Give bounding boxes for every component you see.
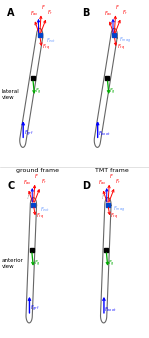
Text: $F_r$: $F_r$	[115, 177, 122, 186]
Text: lateral
view: lateral view	[1, 89, 19, 100]
Text: TMT frame: TMT frame	[95, 168, 129, 173]
Polygon shape	[26, 198, 37, 323]
Text: ground frame: ground frame	[16, 168, 59, 173]
Text: $F_{ax}$: $F_{ax}$	[98, 178, 107, 187]
Text: $F_{mag}$: $F_{mag}$	[113, 205, 125, 215]
Text: $F_{tq}$: $F_{tq}$	[110, 212, 118, 222]
Text: $F_{tq}$: $F_{tq}$	[36, 212, 44, 222]
Text: B: B	[82, 8, 89, 19]
Text: $F_{ax}$: $F_{ax}$	[30, 9, 38, 18]
Polygon shape	[20, 28, 43, 147]
Text: C: C	[7, 181, 15, 191]
Text: $F_{mag}$: $F_{mag}$	[119, 35, 132, 46]
Text: A: A	[7, 8, 15, 19]
Text: $F_{grf}$: $F_{grf}$	[30, 304, 40, 314]
Polygon shape	[101, 198, 111, 323]
Text: $F_{tq}$: $F_{tq}$	[42, 43, 50, 53]
Text: $F_g$: $F_g$	[34, 259, 41, 269]
Text: $F_{tq}$: $F_{tq}$	[117, 43, 125, 53]
Text: $F$: $F$	[34, 172, 39, 180]
Text: $F_r$: $F_r$	[122, 8, 128, 17]
Text: $F$: $F$	[41, 3, 45, 11]
Text: $F_{boot}$: $F_{boot}$	[98, 129, 111, 138]
Text: $F_{boot}$: $F_{boot}$	[104, 305, 117, 314]
Text: anterior
view: anterior view	[1, 258, 23, 269]
Text: $F_{ax}$: $F_{ax}$	[104, 9, 113, 18]
Text: $F_g$: $F_g$	[108, 259, 115, 269]
Text: $F_r$: $F_r$	[41, 177, 47, 186]
Text: $F_{ext}$: $F_{ext}$	[46, 36, 57, 45]
Text: $F$: $F$	[115, 3, 120, 11]
Text: $F_g$: $F_g$	[109, 87, 116, 97]
Text: $F_{grf}$: $F_{grf}$	[24, 128, 34, 139]
Text: $F_g$: $F_g$	[35, 87, 42, 97]
Polygon shape	[94, 28, 117, 147]
Text: $F$: $F$	[109, 172, 114, 180]
Text: $F_r$: $F_r$	[47, 8, 53, 17]
Text: $F_{ax}$: $F_{ax}$	[23, 178, 32, 187]
Text: $F_{ext}$: $F_{ext}$	[40, 205, 51, 214]
Text: D: D	[82, 181, 90, 191]
